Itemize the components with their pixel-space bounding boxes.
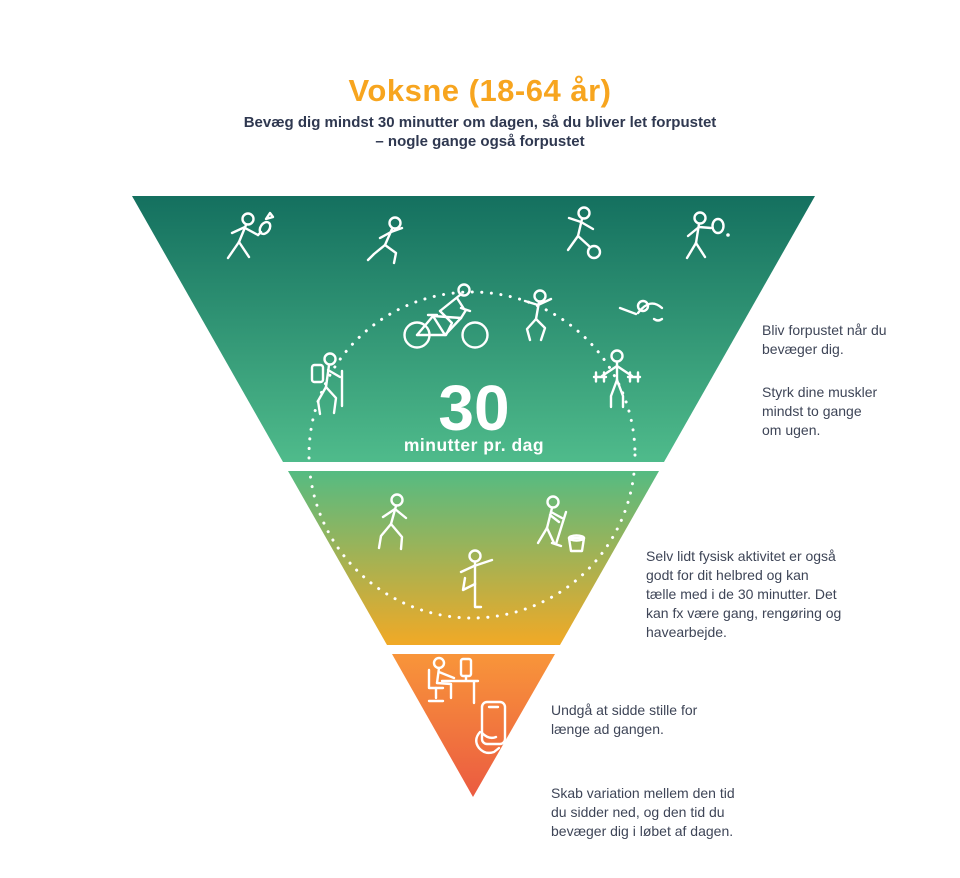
balance-icon	[459, 549, 494, 609]
desk-sitting-icon	[427, 656, 480, 705]
pyramid-section-middle	[288, 471, 659, 645]
center-minutes-value: 30	[438, 372, 509, 444]
annotation-middle-paragraph-1: Selv lidt fysisk aktivitet er også godt …	[646, 548, 842, 640]
strength-training-icon	[592, 349, 642, 409]
swimming-icon	[618, 299, 664, 322]
walking-icon	[377, 493, 408, 551]
annotation-top-section: Bliv forpustet når du bevæger dig. Styrk…	[762, 302, 947, 459]
annotation-middle-section: Selv lidt fysisk aktivitet er også godt …	[646, 528, 866, 661]
center-minutes-unit: minutter pr. dag	[404, 435, 544, 455]
annotation-top-paragraph-1: Bliv forpustet når du bevæger dig.	[762, 322, 887, 357]
page-title: Voksne (18-64 år)	[348, 72, 612, 108]
football-icon	[566, 206, 602, 260]
running-icon	[366, 216, 404, 265]
annotation-bottom-section: Undgå at sidde stille for længe ad gange…	[551, 682, 791, 860]
annotation-bottom-paragraph-1: Undgå at sidde stille for længe ad gange…	[551, 702, 698, 737]
tennis-icon	[685, 211, 730, 260]
cycling-icon	[403, 283, 489, 349]
pyramid-section-bottom	[392, 654, 555, 797]
phone-in-hand-icon	[475, 700, 507, 755]
annotation-bottom-paragraph-2: Skab variation mellem den tid du sidder …	[551, 785, 735, 839]
annotation-top-paragraph-2: Styrk dine muskler mindst to gange om ug…	[762, 384, 878, 438]
pyramid-section-top	[132, 196, 815, 462]
cleaning-icon	[536, 495, 586, 553]
badminton-icon	[226, 211, 275, 260]
hiking-icon	[310, 352, 344, 416]
subtitle: Bevæg dig mindst 30 minutter om dagen, s…	[243, 114, 717, 150]
dancing-icon	[523, 289, 553, 342]
dashed-circle	[307, 290, 637, 620]
